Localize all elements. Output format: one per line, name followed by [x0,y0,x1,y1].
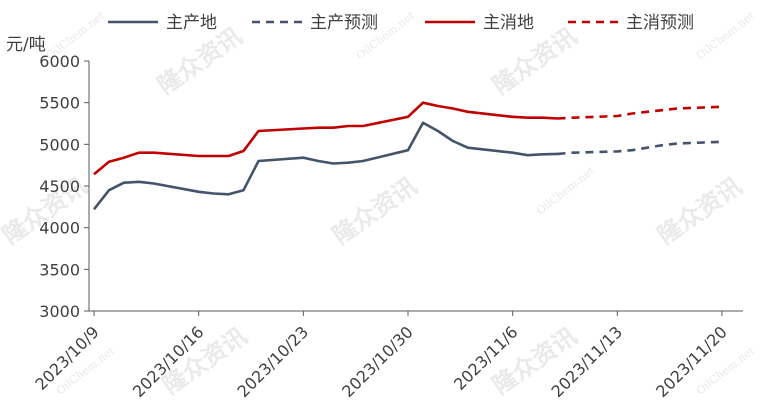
y-tick-label: 4500 [39,177,80,196]
legend-label: 主消地 [483,13,534,33]
legend-label: 主产地 [166,13,217,33]
y-tick-label: 3500 [39,260,80,279]
watermark-text: OilChem.net [534,164,598,218]
watermark-text: 隆众资讯 [327,172,422,250]
series-line [93,101,558,176]
x-tick-label: 2023/11/20 [652,322,731,401]
y-tick-label: 5500 [39,94,80,113]
series-line [557,140,723,156]
legend-label: 主产预测 [310,13,378,33]
x-tick-label: 2023/10/30 [338,322,417,401]
legend-label: 主消预测 [626,13,694,33]
y-tick-label: 5000 [39,135,80,154]
watermark-text: 隆众资讯 [652,172,747,250]
series-layer [92,101,723,211]
watermark-text: OilChem.net [694,9,758,63]
y-axis-title: 元/吨 [6,35,46,55]
y-tick-label: 4000 [39,219,80,238]
y-tick-label: 6000 [39,52,80,71]
y-tick-label: 3000 [39,302,80,321]
x-tick-label: 2023/10/23 [234,322,313,401]
legend: 主产地 主产预测 主消地 主消预测 [108,13,694,33]
series-line [557,105,723,120]
series-line [92,121,558,211]
watermark-text: 隆众资讯 [152,22,247,100]
watermark-text: 隆众资讯 [487,22,582,100]
